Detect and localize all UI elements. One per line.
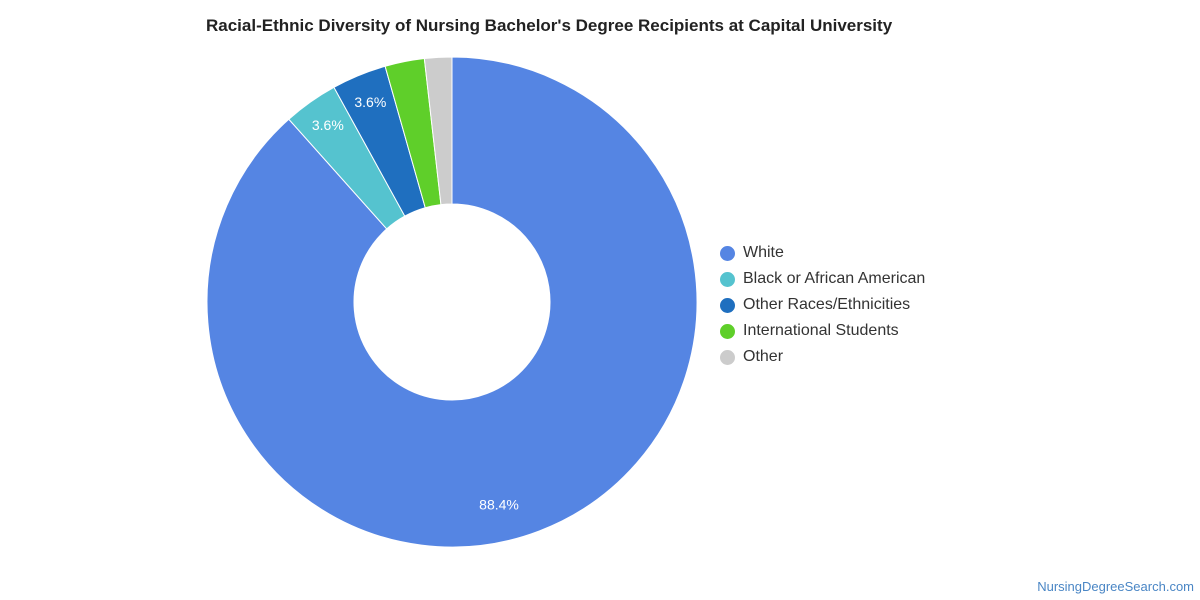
legend-item-black-or-african-american[interactable]: Black or African American bbox=[720, 266, 925, 292]
legend-label: International Students bbox=[743, 322, 899, 339]
legend-swatch bbox=[720, 271, 735, 287]
legend-label: Black or African American bbox=[743, 270, 926, 287]
source-link[interactable]: NursingDegreeSearch.com bbox=[1037, 579, 1194, 594]
chart-title: Racial-Ethnic Diversity of Nursing Bache… bbox=[206, 16, 893, 35]
legend-item-international-students[interactable]: International Students bbox=[720, 318, 925, 344]
legend-item-white[interactable]: White bbox=[720, 240, 925, 266]
slice-white[interactable] bbox=[206, 56, 698, 548]
legend: White Black or African American Other Ra… bbox=[720, 240, 925, 370]
legend-swatch bbox=[720, 245, 735, 261]
legend-swatch bbox=[720, 297, 735, 313]
data-label-other-races-ethnicities: 3.6% bbox=[354, 94, 386, 110]
data-label-white: 88.4% bbox=[479, 496, 519, 512]
data-label-black-or-african-american: 3.6% bbox=[312, 117, 344, 133]
legend-item-other[interactable]: Other bbox=[720, 344, 925, 370]
legend-label: White bbox=[743, 244, 784, 261]
legend-label: Other Races/Ethnicities bbox=[743, 296, 911, 313]
legend-swatch bbox=[720, 323, 735, 339]
legend-item-other-races-ethnicities[interactable]: Other Races/Ethnicities bbox=[720, 292, 925, 318]
legend-label: Other bbox=[743, 348, 784, 365]
legend-swatch bbox=[720, 349, 735, 365]
slice-other[interactable] bbox=[423, 56, 453, 206]
